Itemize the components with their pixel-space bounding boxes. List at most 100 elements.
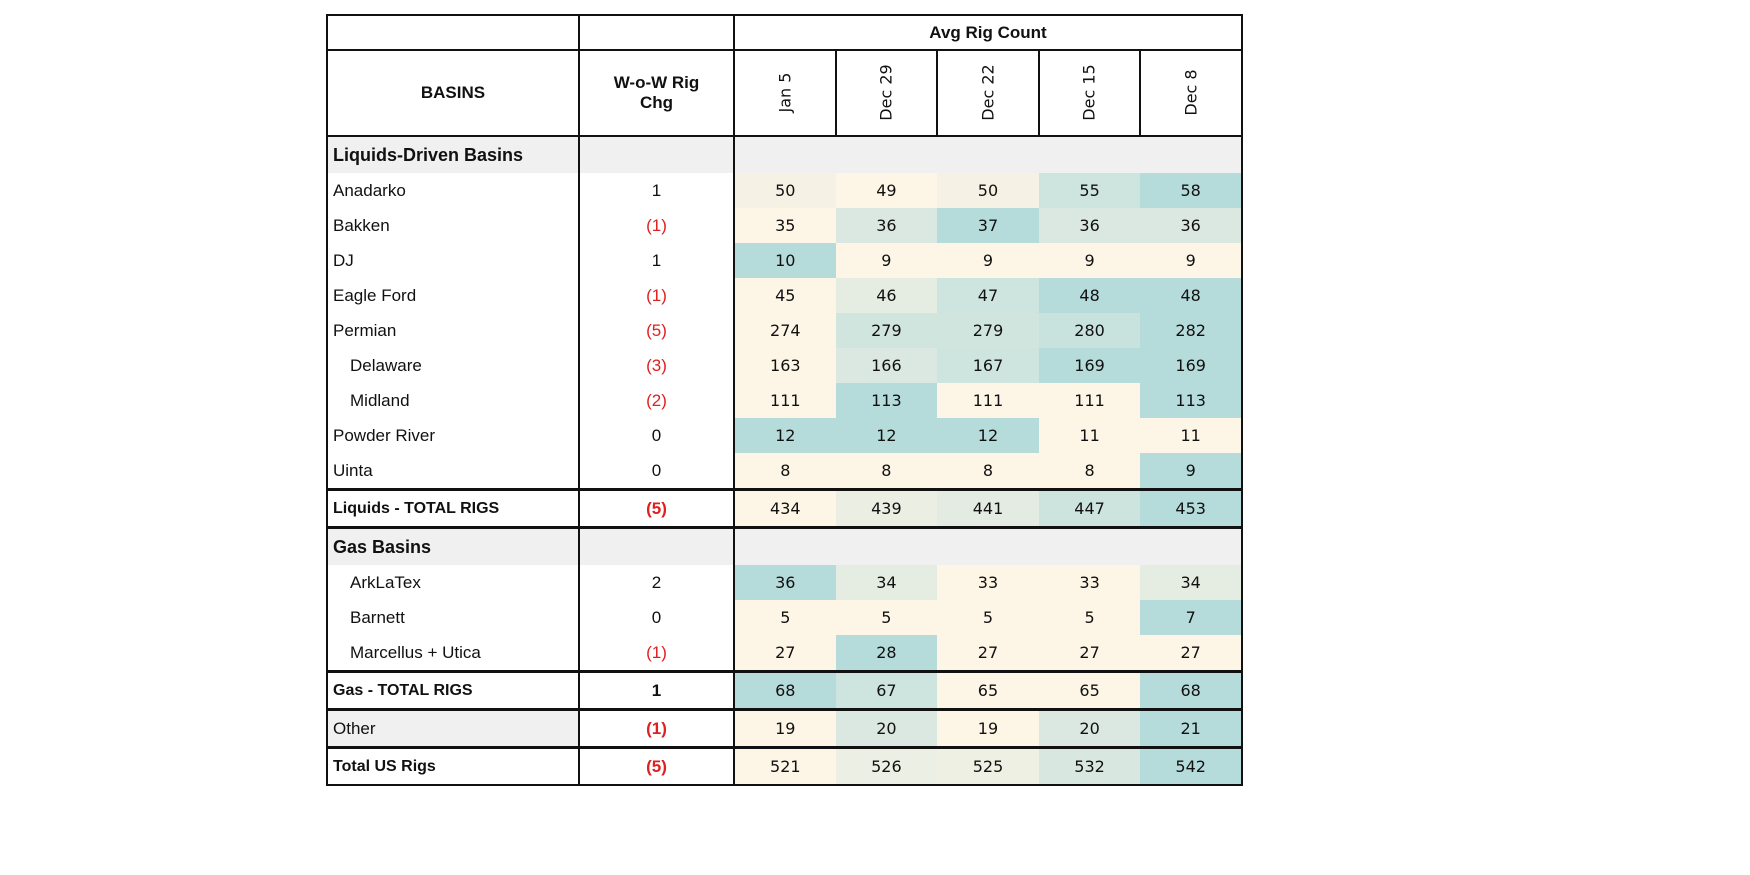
rig-count-cell: 11 [1038, 418, 1141, 453]
rig-count-cell: 12 [835, 418, 938, 453]
rig-count-cell: 282 [1140, 313, 1243, 348]
rig-count-cell: 9 [1140, 243, 1243, 278]
rig-count-cell: 167 [937, 348, 1039, 383]
wow-change: 0 [579, 600, 735, 635]
basin-row: Eagle Ford (1) 45 46 47 48 48 [326, 278, 1243, 313]
section-label: Liquids-Driven Basins [326, 135, 580, 173]
rig-count-cell: 434 [734, 488, 836, 529]
rig-count-cell: 50 [734, 173, 836, 208]
basin-name: Delaware [326, 348, 580, 383]
rig-count-cell: 36 [1038, 208, 1141, 243]
section-label: Gas Basins [326, 526, 580, 565]
wow-header-line1: W-o-W Rig [613, 73, 700, 92]
rig-count-cell: 525 [937, 746, 1039, 786]
rig-count-cell: 166 [835, 348, 938, 383]
rig-count-cell: 439 [835, 488, 938, 529]
rig-count-cell: 20 [835, 708, 938, 749]
rig-count-table: Avg Rig Count BASINS W-o-W Rig Chg Jan 5 … [326, 14, 1243, 786]
rig-count-cell: 65 [937, 670, 1039, 711]
basin-name: Uinta [326, 453, 580, 490]
date-label: Jan 5 [775, 72, 795, 113]
date-header: Dec 8 [1139, 49, 1243, 137]
rig-count-cell: 5 [734, 600, 836, 635]
rig-count-cell: 37 [937, 208, 1039, 243]
section-blank [579, 135, 735, 173]
wow-change: (2) [579, 383, 735, 418]
header-row-columns: BASINS W-o-W Rig Chg Jan 5 Dec 29 Dec 22 … [326, 49, 1243, 137]
basin-row: Delaware (3) 163 166 167 169 169 [326, 348, 1243, 383]
rig-count-cell: 274 [734, 313, 836, 348]
rig-count-cell: 27 [1038, 635, 1141, 672]
rig-count-cell: 279 [937, 313, 1039, 348]
wow-change: 0 [579, 418, 735, 453]
rig-count-cell: 35 [734, 208, 836, 243]
rig-count-cell: 27 [734, 635, 836, 672]
basin-row: Anadarko 1 50 49 50 55 58 [326, 173, 1243, 208]
rig-count-cell: 19 [937, 708, 1039, 749]
rig-count-cell: 8 [937, 453, 1039, 490]
wow-change: (5) [579, 488, 735, 529]
rig-count-cell: 27 [937, 635, 1039, 672]
basin-row: Barnett 0 5 5 5 5 7 [326, 600, 1243, 635]
rig-count-cell: 526 [835, 746, 938, 786]
date-header: Dec 15 [1037, 49, 1142, 137]
rig-count-cell: 10 [734, 243, 836, 278]
date-header: Dec 22 [936, 49, 1040, 137]
basins-header: BASINS [326, 49, 580, 137]
basin-row: ArkLaTex 2 36 34 33 33 34 [326, 565, 1243, 600]
rig-count-cell: 45 [734, 278, 836, 313]
section-blank [734, 526, 1243, 565]
section-row: Liquids-Driven Basins [326, 135, 1243, 173]
rig-count-cell: 12 [937, 418, 1039, 453]
rig-count-cell: 27 [1140, 635, 1243, 672]
rig-count-cell: 33 [1038, 565, 1141, 600]
wow-change: 1 [579, 173, 735, 208]
rig-count-cell: 48 [1038, 278, 1141, 313]
rig-count-cell: 111 [937, 383, 1039, 418]
total-row: Liquids - TOTAL RIGS (5) 434 439 441 447 453 [326, 488, 1243, 529]
rig-count-cell: 36 [1140, 208, 1243, 243]
basin-row: Bakken (1) 35 36 37 36 36 [326, 208, 1243, 243]
wow-change: (3) [579, 348, 735, 383]
rig-count-cell: 279 [835, 313, 938, 348]
basin-name: Gas - TOTAL RIGS [326, 670, 580, 711]
date-header: Dec 29 [834, 49, 939, 137]
rig-count-cell: 50 [937, 173, 1039, 208]
rig-count-cell: 36 [734, 565, 836, 600]
rig-count-cell: 453 [1140, 488, 1243, 529]
header-blank-basins [326, 14, 580, 51]
rig-count-cell: 111 [734, 383, 836, 418]
header-row-group: Avg Rig Count [326, 14, 1243, 51]
basin-name: Midland [326, 383, 580, 418]
rig-count-cell: 163 [734, 348, 836, 383]
rig-count-cell: 9 [1038, 243, 1141, 278]
wow-change: (5) [579, 746, 735, 786]
wow-header-line2: Chg [639, 93, 674, 112]
rig-count-cell: 532 [1038, 746, 1141, 786]
wow-change: (5) [579, 313, 735, 348]
wow-change: 1 [579, 670, 735, 711]
rig-count-cell: 68 [734, 670, 836, 711]
basin-name: Anadarko [326, 173, 580, 208]
date-label: Dec 8 [1181, 69, 1201, 116]
rig-count-cell: 46 [835, 278, 938, 313]
rig-count-cell: 8 [734, 453, 836, 490]
basin-row: Other (1) 19 20 19 20 21 [326, 708, 1243, 749]
rig-count-cell: 441 [937, 488, 1039, 529]
date-header: Jan 5 [733, 49, 837, 137]
rig-count-cell: 5 [937, 600, 1039, 635]
basin-name: Total US Rigs [326, 746, 580, 786]
rig-count-cell: 7 [1140, 600, 1243, 635]
basin-row: Marcellus + Utica (1) 27 28 27 27 27 [326, 635, 1243, 672]
basin-row: DJ 1 10 9 9 9 9 [326, 243, 1243, 278]
wow-change: (1) [579, 208, 735, 243]
rig-count-cell: 9 [835, 243, 938, 278]
basin-name: Powder River [326, 418, 580, 453]
rig-count-cell: 447 [1038, 488, 1141, 529]
rig-count-cell: 47 [937, 278, 1039, 313]
rig-count-cell: 21 [1140, 708, 1243, 749]
section-blank [734, 135, 1243, 173]
rig-count-cell: 34 [1140, 565, 1243, 600]
rig-count-cell: 113 [1140, 383, 1243, 418]
rig-count-cell: 280 [1038, 313, 1141, 348]
